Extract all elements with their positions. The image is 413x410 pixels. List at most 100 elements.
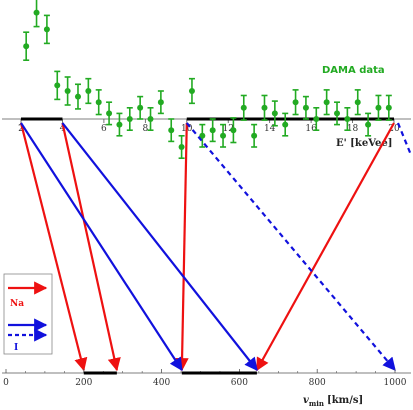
data-point <box>106 101 113 126</box>
point-marker <box>147 116 154 122</box>
point-marker <box>282 121 289 128</box>
data-point <box>240 94 247 121</box>
data-point <box>365 112 372 137</box>
data-point <box>85 77 92 105</box>
mapping-arrow-i-tail <box>396 122 413 156</box>
dama-data-title: DAMA data <box>322 65 385 76</box>
energy-tick-label-20: 20 <box>388 124 400 134</box>
vmin-axis-label-sub: min <box>309 399 324 408</box>
point-marker <box>365 121 372 128</box>
data-point <box>188 77 195 105</box>
data-point <box>168 118 175 143</box>
vmin-tick-label-600: 600 <box>231 378 248 388</box>
point-marker <box>33 9 40 16</box>
point-marker <box>64 88 71 94</box>
point-marker <box>323 99 330 106</box>
mapping-arrow-na-10 <box>175 122 189 372</box>
data-point <box>344 107 351 131</box>
vmin-axis-label: vmin [km/s] <box>303 395 363 408</box>
data-point <box>292 89 299 116</box>
point-marker <box>292 99 299 106</box>
data-point <box>137 95 144 120</box>
point-marker <box>334 110 341 117</box>
data-point <box>43 14 50 45</box>
point-marker <box>178 144 185 150</box>
point-marker <box>271 110 278 117</box>
vmin-tick-label-200: 200 <box>75 378 92 388</box>
point-marker <box>261 104 268 111</box>
data-point <box>116 112 123 137</box>
data-point <box>251 123 258 148</box>
data-point <box>271 100 278 127</box>
point-marker <box>344 116 351 122</box>
energy-axis-label: E' [keVee] <box>336 138 392 149</box>
dama-data-points <box>23 0 392 159</box>
energy-tick-label-18: 18 <box>347 124 359 134</box>
energy-tick-label-2: 2 <box>18 124 24 134</box>
data-point <box>220 123 227 148</box>
data-point <box>313 107 320 131</box>
vmin-tick-label-400: 400 <box>153 378 170 388</box>
energy-tick-label-6: 6 <box>101 124 107 134</box>
point-marker <box>23 43 30 50</box>
point-marker <box>54 82 61 89</box>
legend-i-label: I <box>14 343 18 353</box>
point-marker <box>137 104 144 111</box>
point-marker <box>209 127 216 134</box>
data-point <box>199 123 206 148</box>
data-point <box>95 89 102 116</box>
energy-tick-label-12: 12 <box>222 124 233 134</box>
point-marker <box>157 99 164 106</box>
data-point <box>375 94 382 121</box>
data-point <box>157 90 164 115</box>
point-marker <box>85 88 92 94</box>
point-marker <box>168 127 175 134</box>
legend-na-label: Na <box>10 299 24 309</box>
point-marker <box>302 104 309 111</box>
data-point <box>178 135 185 159</box>
data-point <box>230 117 237 144</box>
point-marker <box>188 88 195 94</box>
energy-tick-label-8: 8 <box>142 124 148 134</box>
legend: Na I <box>3 273 53 355</box>
energy-tick-label-4: 4 <box>60 124 66 134</box>
point-marker <box>230 127 237 134</box>
data-point <box>209 118 216 143</box>
point-marker <box>220 132 227 139</box>
vmin-tick-label-0: 0 <box>3 378 9 388</box>
vmin-tick-label-1000: 1000 <box>384 378 407 388</box>
data-point <box>261 94 268 121</box>
vmin-axis-label-main: v <box>303 395 309 406</box>
point-marker <box>95 99 102 106</box>
mapping-arrow-na-20 <box>255 122 395 372</box>
mapping-arrow-i-4 <box>61 122 258 372</box>
data-point <box>33 0 40 28</box>
mapping-arrows <box>19 122 413 372</box>
data-point <box>302 95 309 120</box>
vmin-tick-label-800: 800 <box>309 378 326 388</box>
energy-tick-label-16: 16 <box>305 124 317 134</box>
data-point <box>334 101 341 126</box>
energy-tick-label-14: 14 <box>264 124 276 134</box>
mapping-arrow-i-2 <box>20 122 183 372</box>
data-point <box>385 94 392 121</box>
data-point <box>354 89 361 116</box>
point-marker <box>199 132 206 139</box>
data-point <box>126 107 133 131</box>
data-point <box>323 89 330 116</box>
point-marker <box>43 26 50 33</box>
data-point <box>147 107 154 131</box>
mapping-arrow-na-2 <box>19 122 88 372</box>
data-point <box>23 31 30 62</box>
data-point <box>54 70 61 101</box>
legend-frame <box>3 273 53 355</box>
vmin-axis-label-unit: [km/s] <box>327 395 363 406</box>
point-marker <box>251 132 258 139</box>
point-marker <box>126 116 133 122</box>
point-marker <box>240 104 247 111</box>
point-marker <box>74 93 81 100</box>
point-marker <box>354 99 361 106</box>
point-marker <box>106 110 113 117</box>
point-marker <box>385 104 392 111</box>
